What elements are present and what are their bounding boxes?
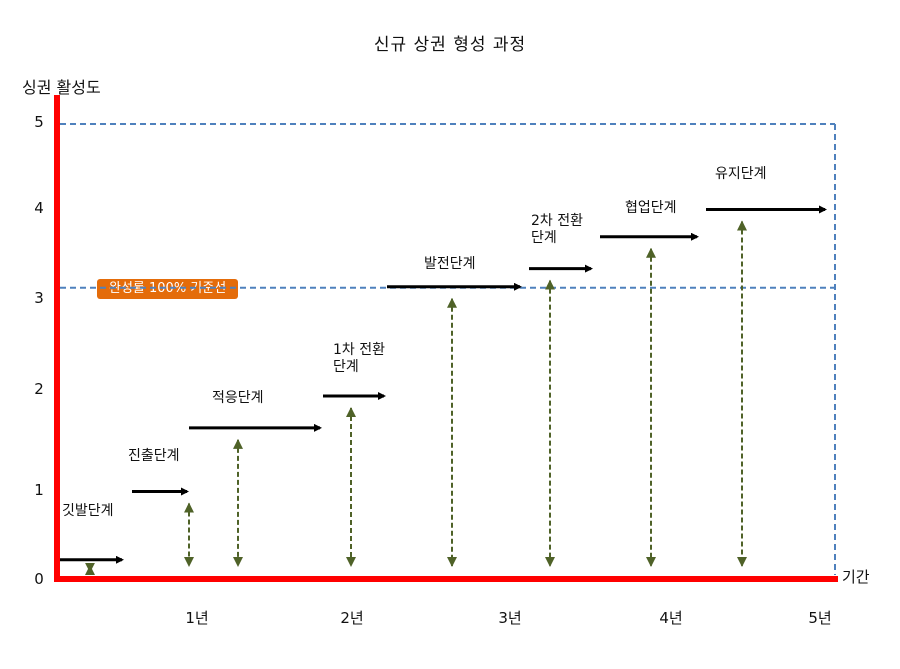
stage-label-develop: 발전단계: [424, 256, 476, 272]
y-tick-0: 0: [34, 570, 44, 588]
x-tick-5: 5년: [808, 609, 832, 627]
y-tick-3: 3: [34, 289, 44, 307]
y-tick-5: 5: [34, 113, 44, 131]
stage-label-transition2: 2차 전환 단계: [531, 213, 583, 246]
x-tick-4: 4년: [659, 609, 683, 627]
stage-label-transition1: 1차 전환 단계: [333, 342, 385, 375]
x-tick-2: 2년: [340, 609, 364, 627]
stage-label-entry: 진출단계: [128, 448, 180, 464]
y-axis-label: 싱권 활성도: [22, 78, 101, 97]
x-tick-1: 1년: [185, 609, 209, 627]
x-axis-label: 기간: [842, 568, 870, 586]
stage-label-adapt: 적응단계: [212, 390, 264, 406]
stage-label-cooperate: 협업단계: [625, 200, 677, 216]
x-tick-3: 3년: [498, 609, 522, 627]
stage-label-flag: 깃발단계: [62, 503, 114, 519]
y-tick-4: 4: [34, 199, 44, 217]
baseline-badge: 완성률 100% 기준선: [97, 279, 239, 299]
y-tick-2: 2: [34, 380, 44, 398]
y-tick-1: 1: [34, 481, 44, 499]
diagram-title: 신규 상권 형성 과정: [373, 35, 527, 55]
stage-label-maintain: 유지단계: [715, 166, 767, 182]
